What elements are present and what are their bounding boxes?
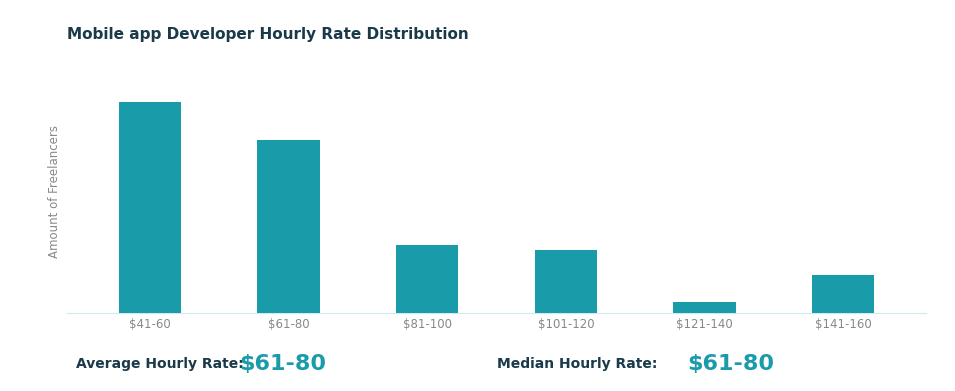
Bar	[812, 275, 875, 313]
Text: $61-80: $61-80	[688, 353, 775, 374]
Text: Mobile app Developer Hourly Rate Distribution: Mobile app Developer Hourly Rate Distrib…	[67, 27, 469, 42]
Text: Median Hourly Rate:: Median Hourly Rate:	[497, 357, 657, 371]
Y-axis label: Amount of Freelancers: Amount of Freelancers	[49, 125, 61, 258]
Bar	[118, 102, 181, 313]
Bar	[673, 302, 735, 313]
Text: Average Hourly Rate:: Average Hourly Rate:	[76, 357, 244, 371]
Bar	[535, 249, 597, 313]
Bar	[258, 140, 320, 313]
Text: $61-80: $61-80	[239, 353, 326, 374]
Bar	[396, 245, 458, 313]
